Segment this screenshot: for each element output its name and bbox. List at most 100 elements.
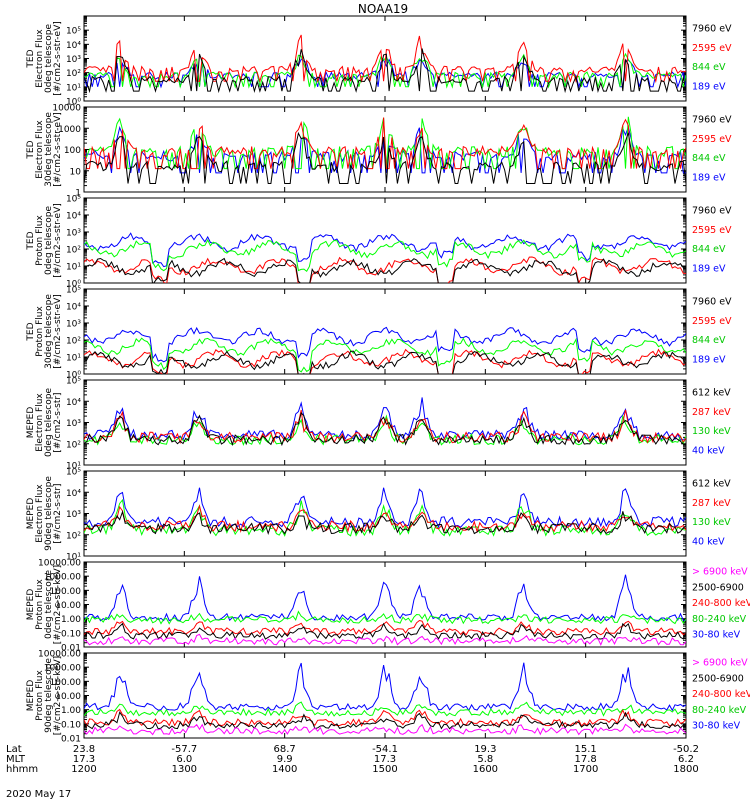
series-trace <box>84 238 686 273</box>
series-trace <box>84 326 686 363</box>
series-label: 130 keV <box>692 517 731 528</box>
series-trace <box>84 257 686 283</box>
x-tick-label: 1200 <box>71 764 96 775</box>
series-label: 189 eV <box>692 263 726 274</box>
x-tick-label: 1700 <box>573 764 598 775</box>
y-tick-label: 10³ <box>66 419 81 429</box>
series-label: 240-800 keV <box>692 598 750 609</box>
y-tick-label: 10⁵ <box>66 377 81 387</box>
x-tick-label: 1400 <box>272 764 297 775</box>
series-label: 40 keV <box>692 536 725 547</box>
x-tick-label: 15.1 <box>575 744 597 755</box>
y-axis-label: 0deg telescope <box>44 206 54 276</box>
series-trace <box>84 397 686 443</box>
y-axis-label: 90deg telescope <box>44 658 54 733</box>
y-tick-label: 10⁴ <box>66 489 81 499</box>
y-axis-label: 0deg telescope <box>44 24 54 94</box>
y-tick-label: 10⁰ <box>66 280 81 290</box>
series-trace <box>84 711 686 730</box>
y-tick-label: 100.00 <box>50 678 82 688</box>
y-axis-label: TED <box>26 231 36 250</box>
y-axis-label: Electron Flux <box>35 120 45 179</box>
y-axis-label: Proton Flux <box>35 306 45 357</box>
y-tick-label: 1.00 <box>61 615 81 625</box>
series-trace <box>84 510 686 536</box>
series-label: 2595 eV <box>692 225 732 236</box>
y-axis-label: MEPED <box>26 589 36 621</box>
panel-ted-electron-30deg: 1 10 100 1000 10000 TED Electron Flux 30deg tel… <box>26 104 732 199</box>
x-tick-label: 17.3 <box>73 754 95 765</box>
series-trace <box>84 708 686 728</box>
y-axis-label: MEPED <box>26 680 36 712</box>
x-tick-label: 17.8 <box>575 754 597 765</box>
x-tick-label: 1300 <box>172 764 197 775</box>
series-label: 7960 eV <box>692 114 732 125</box>
series-label: 844 eV <box>692 244 726 255</box>
y-axis-label: MEPED <box>26 407 36 439</box>
y-tick-label: 10¹ <box>66 553 81 563</box>
series-label: 287 keV <box>692 407 731 418</box>
series-label: > 6900 keV <box>692 658 748 669</box>
y-tick-label: 10¹ <box>66 263 81 273</box>
series-trace <box>84 574 686 622</box>
series-label: > 6900 keV <box>692 567 748 578</box>
x-tick-label: 23.8 <box>73 744 95 755</box>
y-tick-label: 10⁰ <box>66 98 81 108</box>
y-axis-label: [#/cm2-s-str] <box>53 483 63 543</box>
y-axis-label: TED <box>26 322 36 341</box>
series-label: 2500-6900 <box>692 673 744 684</box>
panel-meped-proton-90deg: 0.01 0.10 1.00 10.00 100.00 1000.00 10000.00 ME… <box>26 650 750 745</box>
x-tick-label: 1800 <box>673 764 698 775</box>
y-tick-label: 10² <box>66 531 81 541</box>
x-axis-rows: Lat 23.8 -57.7 68.7 -54.1 19.3 15.1 -50.2 MLT 17.… <box>6 744 699 775</box>
y-axis-label: Electron Flux <box>35 484 45 543</box>
y-axis-label: [#/cm2-s-str-eV] <box>53 112 63 187</box>
y-axis-label: 30deg telescope <box>44 112 54 187</box>
y-axis-label: [#/cm2-s-str-eV] <box>53 203 63 278</box>
y-axis-label: Electron Flux <box>35 393 45 452</box>
series-label: 189 eV <box>692 172 726 183</box>
series-trace <box>84 131 686 184</box>
y-tick-label: 10⁴ <box>66 398 81 408</box>
y-tick-label: 10³ <box>66 229 81 239</box>
y-axis-label: Proton Flux <box>35 670 45 721</box>
series-trace <box>84 701 686 717</box>
series-label: 240-800 keV <box>692 689 750 700</box>
y-tick-label: 10⁰ <box>66 371 81 381</box>
chart-title: NOAA19 <box>358 2 408 16</box>
y-tick-label: 1000.00 <box>44 664 81 674</box>
panel-ted-electron-0deg: 10⁰ 10¹ 10² 10³ 10⁴ 10⁵ TED Electron Flux 0deg t… <box>26 15 732 108</box>
y-axis-label: Proton Flux <box>35 215 45 266</box>
x-tick-label: 1500 <box>372 764 397 775</box>
y-tick-label: 10² <box>66 69 81 79</box>
y-tick-label: 10⁵ <box>66 27 81 37</box>
series-label: 130 keV <box>692 426 731 437</box>
panel-ted-proton-0deg: 10⁰ 10¹ 10² 10³ 10⁴ 10⁵ TED Proton Flux 0deg tel… <box>26 195 732 290</box>
series-trace <box>84 117 686 170</box>
panel-ted-proton-30deg: 10⁰ 10¹ 10² 10³ 10⁴ 10⁵ TED Proton Flux 30deg te… <box>26 286 732 381</box>
y-tick-label: 10⁴ <box>66 41 81 51</box>
series-label: 30-80 keV <box>692 721 741 732</box>
series-label: 844 eV <box>692 335 726 346</box>
date-label: 2020 May 17 <box>6 789 71 800</box>
y-tick-label: 10⁴ <box>66 212 81 222</box>
x-tick-label: 5.8 <box>477 754 493 765</box>
series-label: 80-240 keV <box>692 614 747 625</box>
y-tick-label: 1000.00 <box>44 573 81 583</box>
y-tick-label: 0.01 <box>61 644 81 654</box>
series-label: 2500-6900 <box>692 582 744 593</box>
series-label: 7960 eV <box>692 23 732 34</box>
y-tick-label: 1.00 <box>61 706 81 716</box>
x-tick-label: 19.3 <box>474 744 496 755</box>
series-trace <box>84 348 686 374</box>
y-axis-label: TED <box>26 140 36 159</box>
y-tick-label: 10² <box>66 246 81 256</box>
y-tick-label: 10⁵ <box>66 195 81 205</box>
y-tick-label: 10⁴ <box>66 303 81 313</box>
y-tick-label: 10000.00 <box>38 650 81 660</box>
series-label: 189 eV <box>692 81 726 92</box>
panel-meped-electron-0deg: 10¹ 10² 10³ 10⁴ 10⁵ MEPED Electron Flux 0deg te… <box>26 377 731 472</box>
y-axis-label: 90deg telescope <box>44 476 54 551</box>
y-tick-label: 10⁵ <box>66 286 81 296</box>
